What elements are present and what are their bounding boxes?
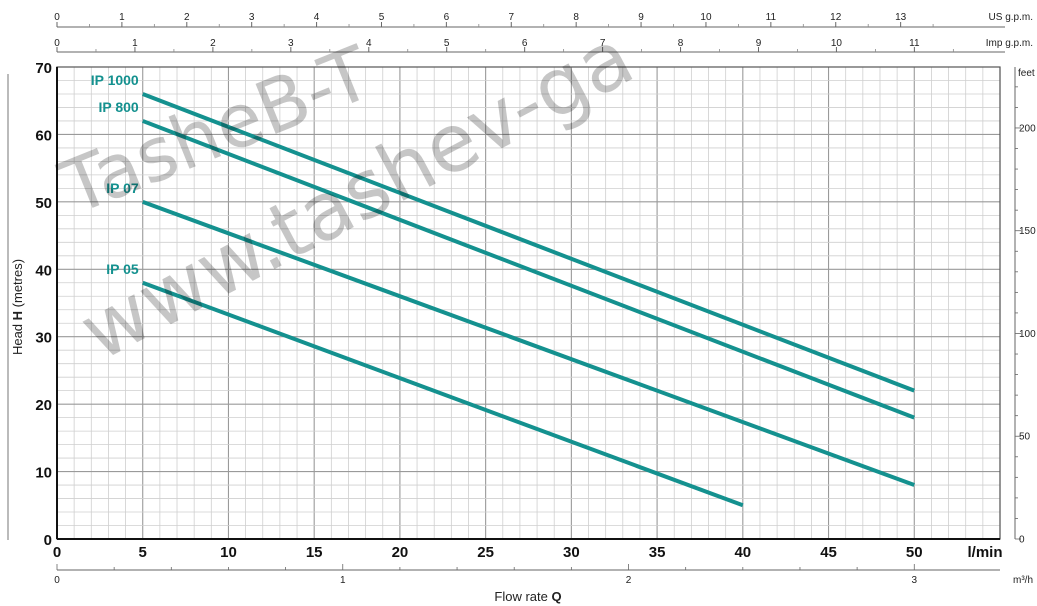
- bottom-axis2-tick-label: 1: [340, 575, 346, 586]
- top-axis-tick-label: 5: [379, 12, 385, 23]
- top-axis-tick-label: 3: [288, 38, 294, 49]
- y-tick-label: 60: [35, 127, 52, 144]
- series-label: IP 05: [106, 261, 139, 277]
- top-axis-tick-label: 5: [444, 38, 450, 49]
- series-label: IP 800: [98, 99, 138, 115]
- x-tick-label: 10: [220, 544, 237, 561]
- x-tick-label: 40: [734, 544, 751, 561]
- top-axis-tick-label: 12: [830, 12, 842, 23]
- top-axis-unit: Imp g.p.m.: [986, 38, 1033, 49]
- top-axis-tick-label: 4: [366, 38, 372, 49]
- top-axis-tick-label: 11: [909, 38, 920, 49]
- x-tick-label: 45: [820, 544, 837, 561]
- top-axis-tick-label: 3: [249, 12, 255, 23]
- y-tick-label: 10: [35, 465, 52, 482]
- right-axis-tick-label: 50: [1019, 432, 1031, 443]
- top-axis-tick-label: 0: [54, 38, 60, 49]
- chart-series: [142, 92, 915, 508]
- y-tick-label: 30: [35, 330, 52, 347]
- top-axis-unit: US g.p.m.: [989, 12, 1033, 23]
- top-axis-tick-label: 11: [766, 12, 777, 23]
- y-axis-title: Head H (metres): [10, 259, 25, 355]
- x-tick-label: 20: [392, 544, 409, 561]
- bottom-axis2-tick-label: 3: [911, 575, 917, 586]
- x-tick-label: 30: [563, 544, 580, 561]
- top-axis-tick-label: 1: [119, 12, 125, 23]
- y-tick-label: 20: [35, 397, 52, 414]
- right-axis-tick-label: 200: [1019, 123, 1036, 134]
- chart-labels: 0 5 10 15 20 25 30 35 40 45 50 l/min010203040506070…: [10, 12, 1036, 604]
- chart-axes: [7, 22, 1021, 571]
- bottom-axis2-unit: m³/h: [1013, 575, 1033, 586]
- y-tick-label: 0: [44, 532, 52, 549]
- top-axis-tick-label: 9: [756, 38, 762, 49]
- right-axis-tick-label: 100: [1019, 329, 1036, 340]
- x-tick-label: 5: [139, 544, 147, 561]
- series-label: IP 1000: [91, 72, 139, 88]
- top-axis-tick-label: 9: [638, 12, 644, 23]
- series-line: [142, 119, 915, 420]
- series-label: IP 07: [106, 180, 139, 196]
- top-axis-tick-label: 0: [54, 12, 60, 23]
- top-axis-tick-label: 7: [600, 38, 606, 49]
- top-axis-tick-label: 13: [895, 12, 907, 23]
- y-tick-label: 40: [35, 262, 52, 279]
- top-axis-tick-label: 10: [831, 38, 843, 49]
- chart-grid: [56, 66, 1001, 540]
- top-axis-tick-label: 8: [678, 38, 684, 49]
- series-line: [142, 280, 744, 508]
- top-axis-tick-label: 2: [184, 12, 190, 23]
- x-axis-title: Flow rate Q: [494, 589, 561, 604]
- bottom-axis2-tick-label: 2: [626, 575, 632, 586]
- x-tick-label: 50: [906, 544, 923, 561]
- top-axis-tick-label: 2: [210, 38, 216, 49]
- y-tick-label: 70: [35, 60, 52, 77]
- top-axis-tick-label: 7: [508, 12, 514, 23]
- x-tick-label: 0: [53, 544, 61, 561]
- x-tick-label: 25: [477, 544, 494, 561]
- right-axis-tick-label: 0: [1019, 535, 1025, 546]
- top-axis-tick-label: 1: [132, 38, 138, 49]
- series-line: [142, 92, 915, 393]
- top-axis-tick-label: 8: [573, 12, 579, 23]
- top-axis-tick-label: 4: [314, 12, 320, 23]
- top-axis-tick-label: 6: [522, 38, 528, 49]
- right-axis-tick-label: 150: [1019, 226, 1036, 237]
- y-tick-label: 50: [35, 195, 52, 212]
- top-axis-tick-label: 10: [700, 12, 712, 23]
- x-unit-label: l/min: [967, 544, 1002, 561]
- x-tick-label: 15: [306, 544, 323, 561]
- top-axis-tick-label: 6: [444, 12, 450, 23]
- x-tick-label: 35: [649, 544, 666, 561]
- right-axis-unit: feet: [1018, 68, 1035, 79]
- bottom-axis2-tick-label: 0: [54, 575, 60, 586]
- series-line: [142, 199, 915, 487]
